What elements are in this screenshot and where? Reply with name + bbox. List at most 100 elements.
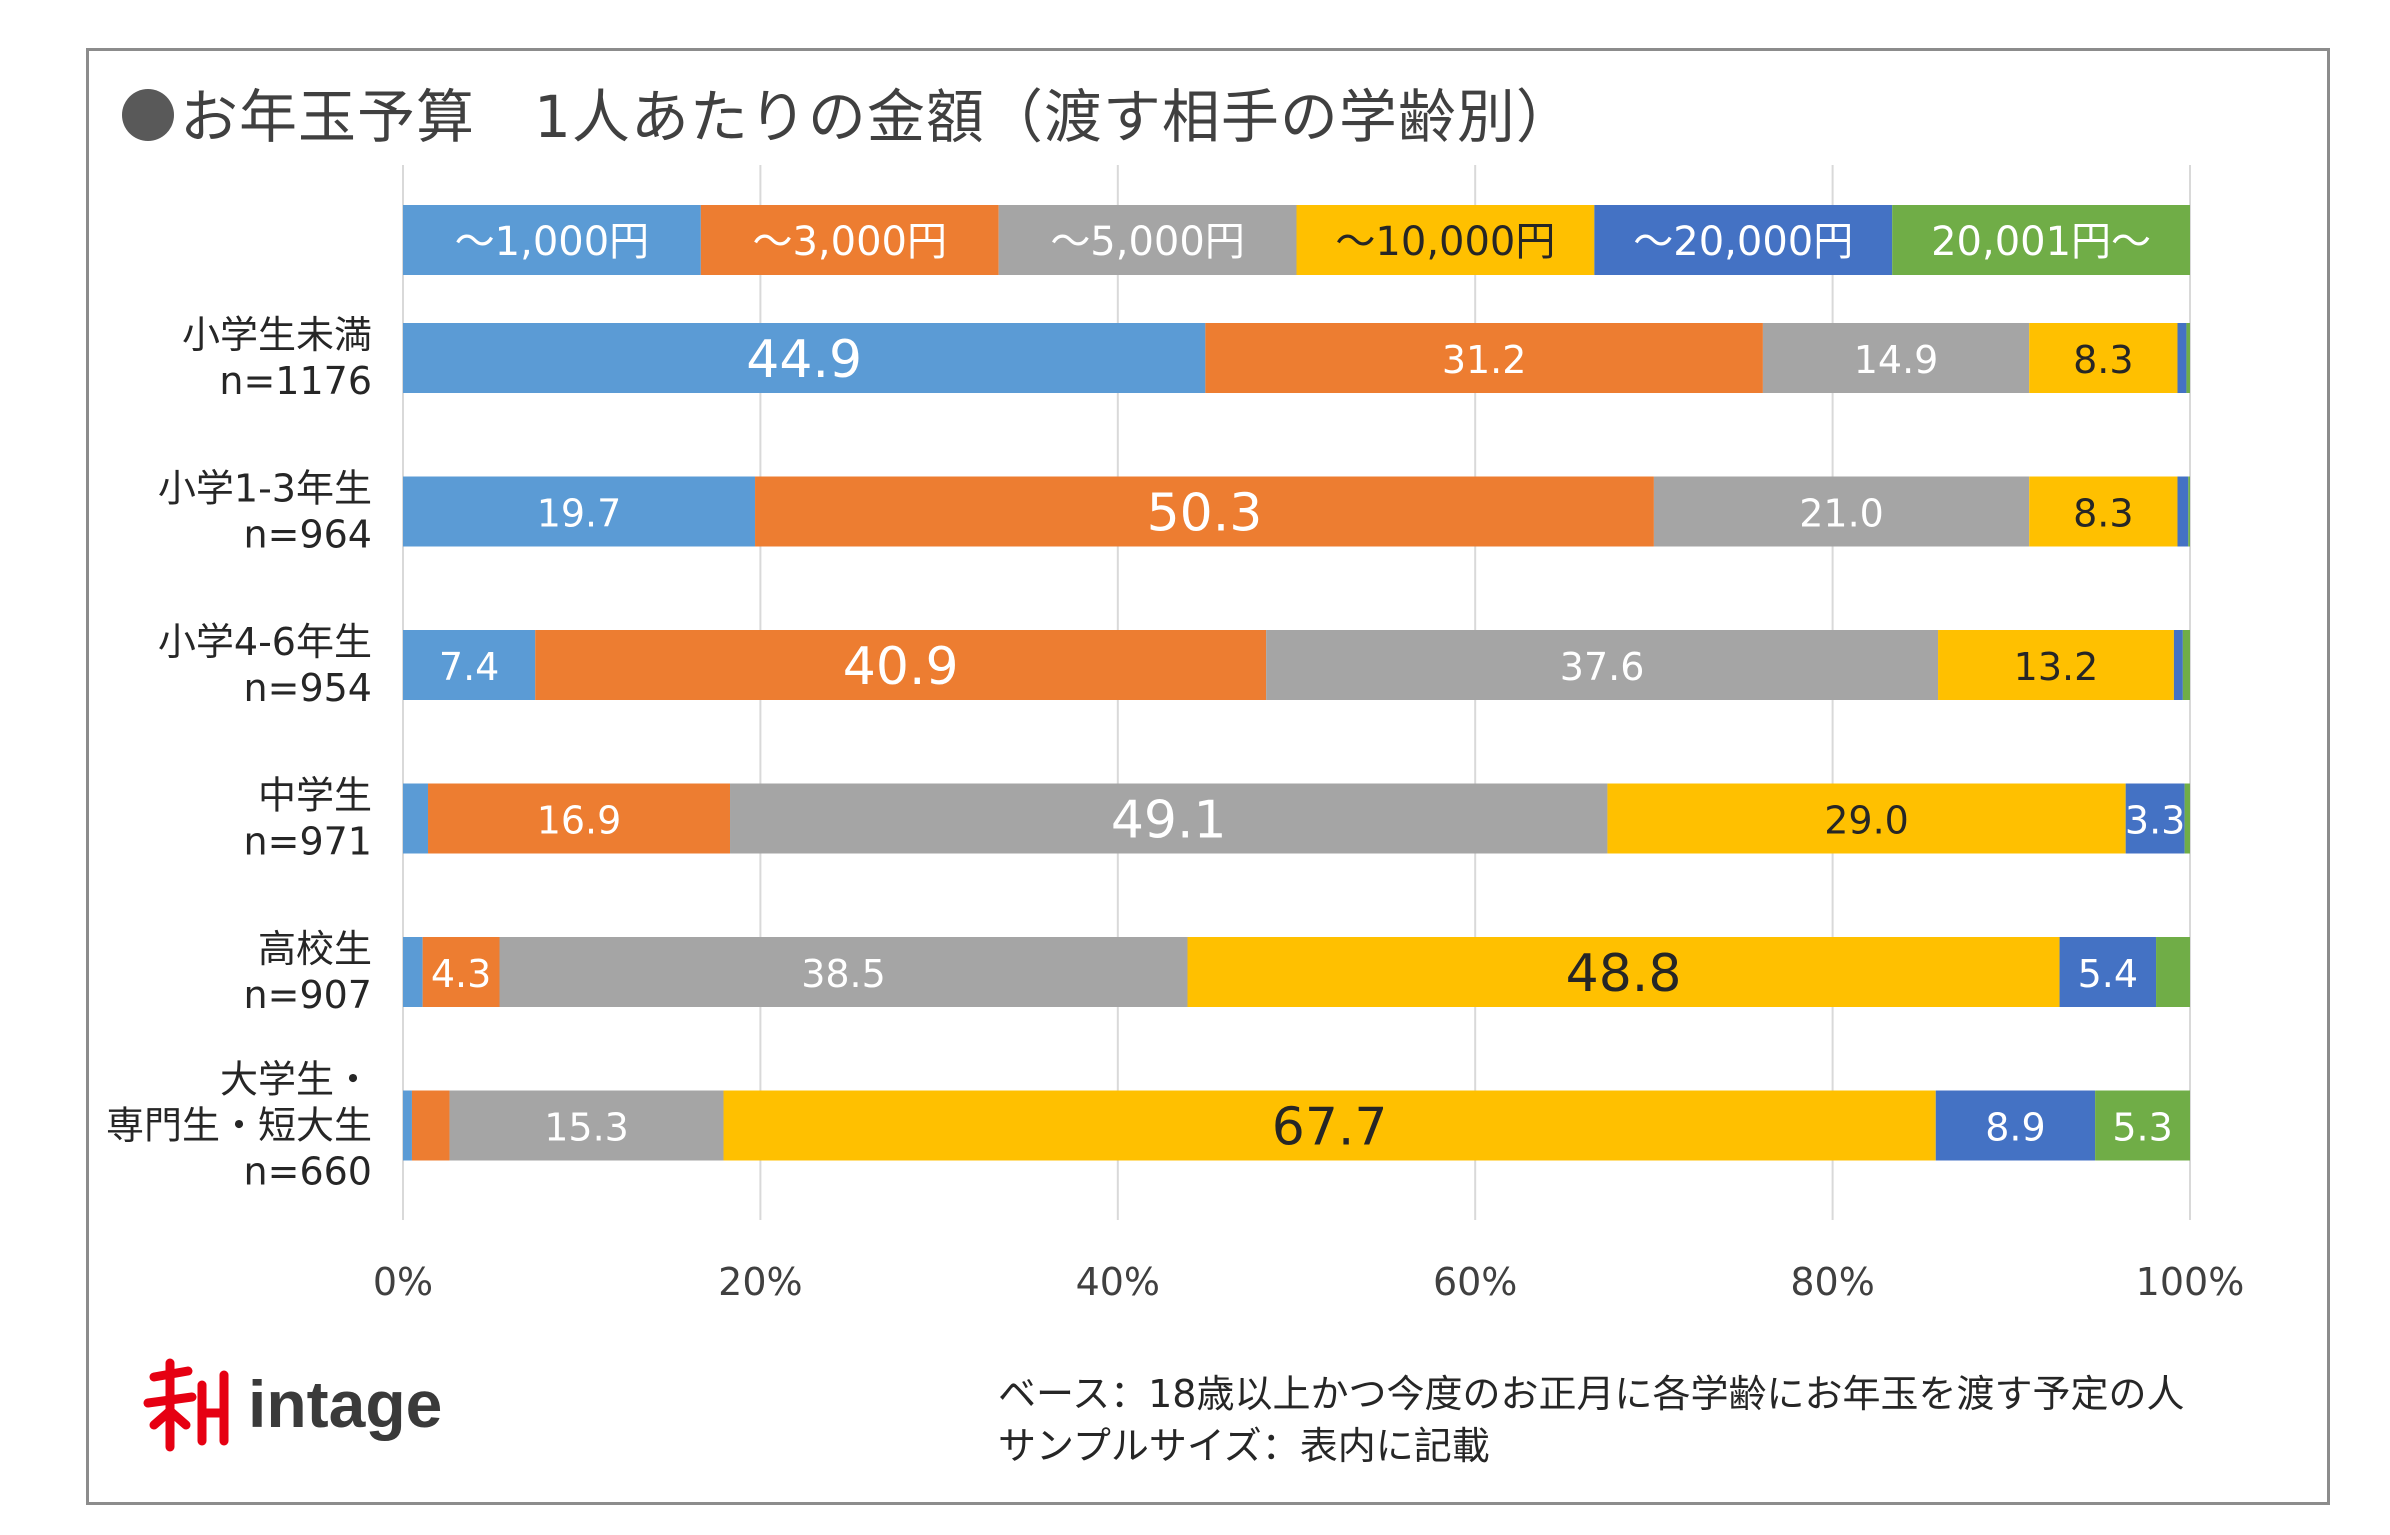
bar-segment	[2177, 323, 2187, 393]
category-label: 大学生・	[220, 1058, 372, 1102]
bar-segment	[535, 630, 1267, 700]
bar-segment	[403, 1090, 412, 1161]
legend-label: 20,001円～	[1931, 219, 2151, 265]
bar-segment	[2029, 323, 2178, 393]
bar-segment	[1205, 323, 1763, 393]
bullet-icon	[122, 89, 174, 141]
bar-segment	[2095, 1090, 2190, 1161]
bar-segment	[403, 630, 536, 700]
bar-segment	[1266, 630, 1939, 700]
legend-swatch	[1594, 205, 1893, 275]
legend-label: ～5,000円	[1050, 219, 1245, 265]
category-label: n=971	[244, 820, 372, 864]
category-label: n=907	[244, 973, 372, 1017]
bar-segment	[730, 783, 1608, 854]
category-label: 高校生	[258, 927, 372, 971]
bar-segment	[723, 1090, 1936, 1161]
data-label: 21.0	[1799, 492, 1884, 536]
data-label: 3.3	[2125, 799, 2185, 843]
data-label: 8.3	[2073, 492, 2133, 536]
data-label: 50.3	[1147, 484, 1263, 544]
bar-segment	[755, 476, 1654, 547]
footnote-sample-size: サンプルサイズ：表内に記載	[998, 1424, 1490, 1468]
footnote-base: ベース：18歳以上かつ今度のお正月に各学齢にお年玉を渡す予定の人	[998, 1372, 2185, 1416]
data-label: 5.4	[2078, 952, 2138, 996]
x-tick-label: 0%	[373, 1260, 433, 1304]
legend-label: ～20,000円	[1633, 219, 1853, 265]
bar-segment	[403, 783, 429, 854]
x-tick-label: 80%	[1790, 1260, 1874, 1304]
data-label: 67.7	[1272, 1098, 1388, 1158]
bar-segment	[2125, 783, 2185, 854]
data-label: 8.9	[1985, 1106, 2045, 1150]
chart-title: お年玉予算 1人あたりの金額（渡す相手の学齢別）	[122, 70, 1575, 154]
data-label: 49.1	[1111, 791, 1227, 851]
bar-segment	[403, 476, 756, 547]
bar-segment	[422, 937, 500, 1007]
chart-title-text: お年玉予算 1人あたりの金額（渡す相手の学齢別）	[180, 83, 1575, 151]
legend-swatch	[998, 205, 1297, 275]
x-tick-label: 20%	[718, 1260, 802, 1304]
bar-segment	[1938, 630, 2174, 700]
data-label: 15.3	[544, 1106, 629, 1150]
data-label: 48.8	[1566, 944, 1682, 1004]
category-label: n=660	[244, 1150, 372, 1194]
bar-segment	[2182, 630, 2190, 700]
data-label: 37.6	[1560, 645, 1645, 689]
x-tick-label: 60%	[1433, 1260, 1517, 1304]
data-label: 31.2	[1442, 338, 1527, 382]
x-tick-label: 40%	[1076, 1260, 1160, 1304]
bar-segment	[2156, 937, 2190, 1007]
legend-swatch	[403, 205, 701, 275]
bar-segment	[499, 937, 1188, 1007]
data-label: 4.3	[431, 952, 491, 996]
category-label: 中学生	[258, 774, 372, 818]
footnote: ベース：18歳以上かつ今度のお正月に各学齢にお年玉を渡す予定の人 サンプルサイズ…	[998, 1368, 2184, 1472]
data-label: 40.9	[843, 637, 959, 697]
bar-segment	[2188, 476, 2190, 547]
bar-segment	[1653, 476, 2030, 547]
data-label: 19.7	[537, 492, 622, 536]
legend-label: ～3,000円	[752, 219, 947, 265]
category-label: 小学生未満	[182, 313, 372, 357]
legend-label: ～10,000円	[1335, 219, 1555, 265]
intage-logo-text: intage	[248, 1367, 442, 1441]
category-label: n=1176	[219, 359, 372, 403]
bar-segment	[449, 1090, 724, 1161]
legend-swatch	[1296, 205, 1595, 275]
data-label: 16.9	[537, 799, 622, 843]
bar-segment	[1607, 783, 2126, 854]
bar-segment	[2059, 937, 2157, 1007]
data-label: 29.0	[1824, 799, 1909, 843]
data-label: 7.4	[439, 645, 499, 689]
category-label: 専門生・短大生	[106, 1104, 372, 1148]
bar-segment	[2173, 630, 2183, 700]
bar-segment	[2177, 476, 2189, 547]
bar-segment	[2029, 476, 2178, 547]
chart-frame	[86, 48, 2330, 1505]
legend-label: ～1,000円	[455, 219, 650, 265]
category-label: n=964	[244, 513, 372, 557]
data-label: 8.3	[2073, 338, 2133, 382]
data-label: 13.2	[2014, 645, 2099, 689]
bar-segment	[1935, 1090, 2096, 1161]
intage-logo-mark-icon	[143, 1358, 229, 1452]
category-label: n=954	[244, 666, 372, 710]
bar-segment	[403, 937, 423, 1007]
bar-segment	[411, 1090, 450, 1161]
data-label: 44.9	[746, 330, 862, 390]
bar-segment	[1187, 937, 2060, 1007]
data-label: 14.9	[1854, 338, 1939, 382]
category-label: 小学1-3年生	[158, 467, 372, 511]
legend-swatch	[1892, 205, 2190, 275]
bar-segment	[428, 783, 731, 854]
data-label: 5.3	[2112, 1106, 2172, 1150]
intage-logo: intage	[143, 1358, 442, 1452]
data-label: 38.5	[801, 952, 886, 996]
bar-segment	[2186, 323, 2190, 393]
category-label: 小学4-6年生	[158, 620, 372, 664]
x-tick-label: 100%	[2136, 1260, 2245, 1304]
bar-segment	[403, 323, 1206, 393]
bar-segment	[1762, 323, 2030, 393]
